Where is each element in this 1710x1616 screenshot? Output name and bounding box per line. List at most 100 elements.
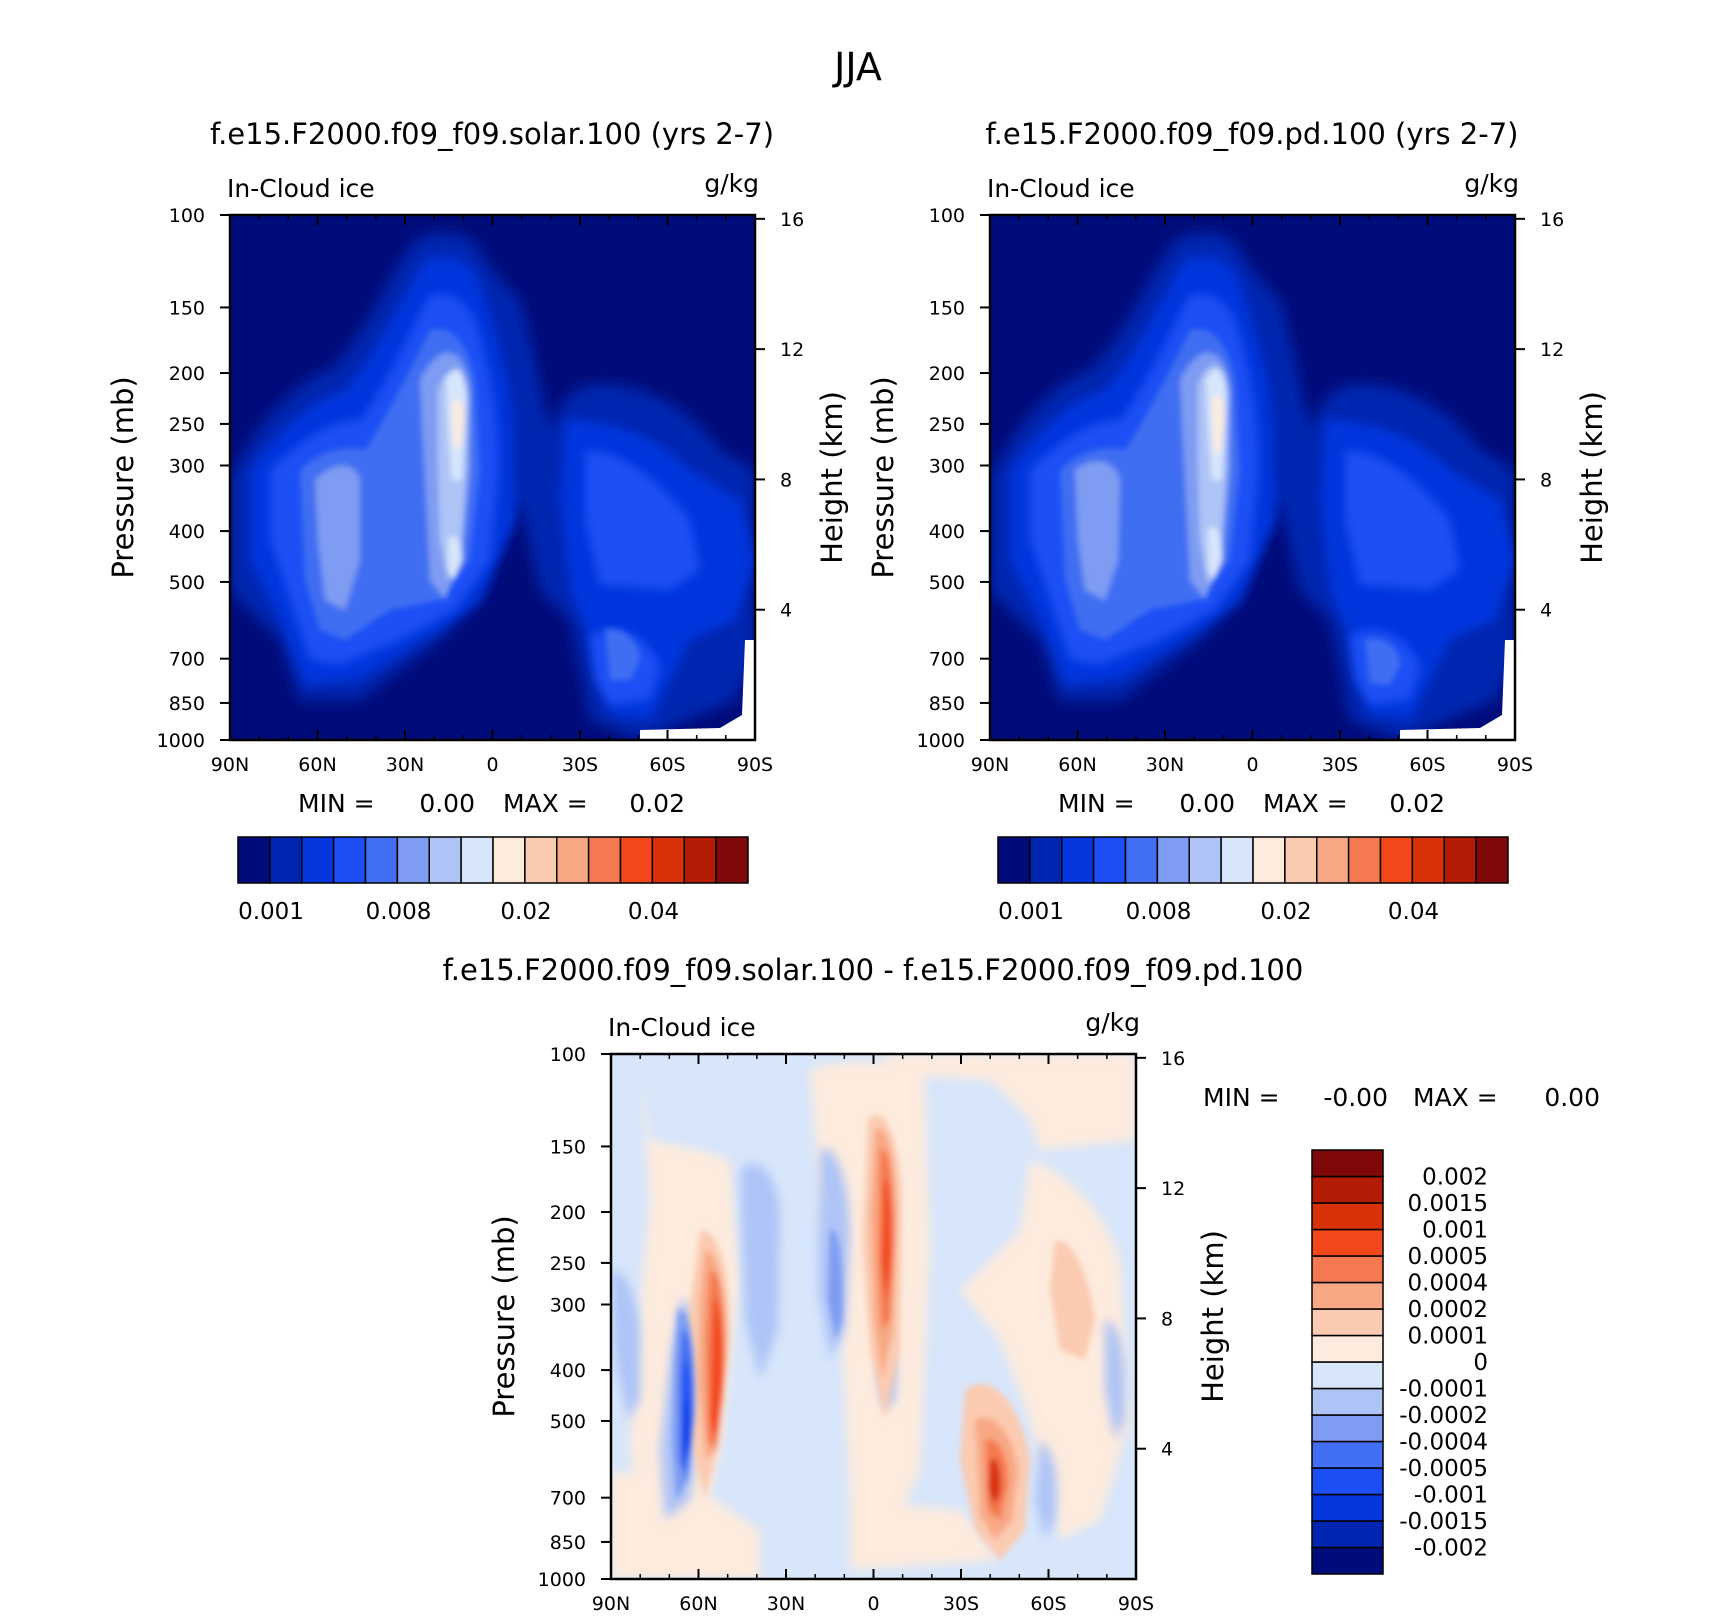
units-label: g/kg (704, 169, 759, 198)
y-tick-label: 400 (550, 1360, 586, 1382)
y-tick-label: 200 (550, 1202, 586, 1224)
colorbar-swatch (1311, 1361, 1384, 1390)
max-label: MAX = (1263, 789, 1348, 818)
x-tick-label: 60N (1058, 754, 1096, 776)
y-axis-title: Pressure (mb) (866, 376, 900, 578)
x-tick-label: 90S (1497, 754, 1533, 776)
colorbar-label: 0.001 (1422, 1218, 1488, 1244)
y2-tick-label: 8 (1540, 469, 1552, 491)
colorbar-label: 0.002 (1422, 1165, 1488, 1191)
y-tick-label: 150 (169, 297, 205, 319)
colorbar-swatch (997, 836, 1031, 884)
units-label: g/kg (1464, 169, 1519, 198)
panel-difference: f.e15.F2000.f09_f09.solar.100 - f.e15.F2… (443, 953, 1600, 1615)
y-tick-label: 500 (169, 572, 205, 594)
min-value: 0.00 (419, 789, 475, 818)
colorbar-swatch (269, 836, 303, 884)
y-tick-label: 200 (929, 363, 965, 385)
colorbar-swatch (332, 836, 367, 884)
y-tick-label: 400 (929, 521, 965, 543)
colorbar-label: 0.001 (998, 899, 1064, 925)
colorbar-swatch (396, 836, 430, 884)
positive-anomaly-cores (688, 1114, 1095, 1560)
colorbar-swatch (492, 836, 526, 884)
y2-tick-label: 12 (780, 339, 804, 361)
y-tick-label: 700 (929, 649, 965, 671)
colorbar-swatch (1311, 1281, 1384, 1310)
colorbar-swatch (1311, 1546, 1384, 1575)
y-tick-label: 850 (550, 1532, 586, 1554)
y2-tick-label: 16 (780, 209, 804, 231)
colorbar-swatch (651, 836, 685, 884)
colorbar-swatch (1029, 836, 1063, 884)
contour-region-core (300, 329, 640, 680)
colorbar-swatch (1092, 836, 1127, 884)
max-value: 0.02 (629, 789, 685, 818)
colorbar-label: 0.02 (500, 899, 551, 925)
min-max-stats: MIN = -0.00 MAX = 0.00 (1203, 1083, 1600, 1112)
y-tick-label: 200 (169, 363, 205, 385)
y-tick-label: 250 (929, 414, 965, 436)
x-tick-label: 60S (649, 754, 685, 776)
colorbar-swatch (237, 836, 271, 884)
colorbar-label: 0.0005 (1408, 1244, 1488, 1270)
colorbar-swatch (587, 836, 622, 884)
min-value: -0.00 (1323, 1083, 1388, 1112)
y-tick-label: 250 (550, 1253, 586, 1275)
axes: 90N 60N 30N 0 30S 60S 90S 100 150 200 250 300 400 500… (866, 205, 1609, 776)
y-axis-title: Pressure (mb) (106, 376, 140, 578)
colorbar-label: 0.0004 (1408, 1271, 1488, 1297)
min-label: MIN = (1058, 789, 1135, 818)
colorbar-label: -0.0001 (1399, 1377, 1488, 1403)
y2-tick-label: 4 (780, 600, 792, 622)
y-tick-label: 100 (929, 205, 965, 227)
y-tick-label: 500 (929, 572, 965, 594)
min-value: 0.00 (1179, 789, 1235, 818)
x-tick-label: 60N (298, 754, 336, 776)
y-tick-label: 250 (169, 414, 205, 436)
colorbar-label: 0.0002 (1408, 1297, 1488, 1323)
y-tick-label: 300 (929, 455, 965, 477)
x-tick-label: 0 (1246, 754, 1258, 776)
x-tick-label: 90N (592, 1593, 630, 1615)
colorbar-label: -0.001 (1414, 1483, 1488, 1509)
colorbar-swatch (1311, 1493, 1384, 1522)
y-tick-label: 300 (169, 455, 205, 477)
min-max-stats: MIN = 0.00 MAX = 0.02 (298, 789, 685, 818)
y2-axis-title: Height (km) (1196, 1230, 1230, 1403)
y-tick-label: 1000 (538, 1569, 586, 1591)
variable-label: In-Cloud ice (608, 1013, 756, 1042)
colorbar-swatch (1311, 1149, 1384, 1178)
y2-tick-label: 16 (1540, 209, 1564, 231)
colorbar-swatch (1124, 836, 1159, 884)
colorbar-swatch (1311, 1202, 1384, 1231)
y-tick-label: 150 (550, 1136, 586, 1158)
panel-title: f.e15.F2000.f09_f09.pd.100 (yrs 2-7) (986, 117, 1519, 151)
colorbar-label: 0.0015 (1408, 1191, 1488, 1217)
colorbar-swatch (1156, 836, 1190, 884)
variable-label: In-Cloud ice (227, 174, 375, 203)
colorbar-swatch (556, 836, 590, 884)
missing-data-region (640, 640, 755, 740)
y-tick-label: 300 (550, 1294, 586, 1316)
y-tick-label: 850 (169, 693, 205, 715)
negative-anomaly-cores (672, 1229, 843, 1500)
colorbar-swatch (1252, 836, 1286, 884)
x-tick-label: 90S (1118, 1593, 1154, 1615)
x-tick-label: 30N (767, 1593, 805, 1615)
colorbar-swatch (1061, 836, 1095, 884)
panel-title: f.e15.F2000.f09_f09.solar.100 (yrs 2-7) (210, 117, 774, 151)
max-label: MAX = (1413, 1083, 1498, 1112)
contour-field (230, 215, 755, 740)
y2-axis-title: Height (km) (815, 391, 849, 564)
x-tick-label: 30N (386, 754, 424, 776)
colorbar-label: -0.0005 (1399, 1456, 1488, 1482)
colorbar-swatch (1411, 836, 1445, 884)
y2-axis-title: Height (km) (1575, 391, 1609, 564)
colorbar-swatch (1379, 836, 1414, 884)
colorbar-swatch (1311, 1308, 1384, 1337)
y-tick-label: 100 (550, 1044, 586, 1066)
x-tick-label: 0 (486, 754, 498, 776)
contour-field (611, 1054, 1136, 1579)
